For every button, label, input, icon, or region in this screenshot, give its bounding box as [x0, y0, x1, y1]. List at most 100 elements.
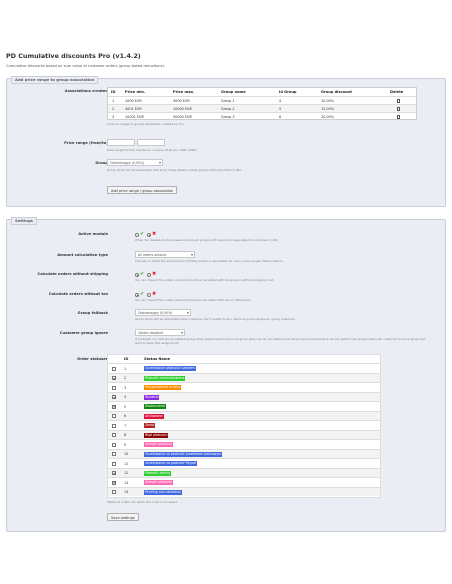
status-row: 4 Wysłane	[108, 391, 380, 401]
page-subtitle: Cumulative discounts based on sum value …	[6, 64, 166, 68]
col-status-name: Status Name	[144, 357, 171, 361]
status-checkbox[interactable]	[112, 461, 116, 466]
associations-table-header: ID Price min. Price max. Group name Id G…	[108, 88, 416, 96]
status-checkbox[interactable]	[112, 376, 116, 381]
table-row: 1 1000 EUR 4000 EUR Group 1 4 10,00%	[108, 96, 416, 104]
status-id: 9	[124, 442, 127, 447]
cross-icon: ✖	[152, 231, 157, 237]
associations-label: Associations created	[64, 89, 108, 93]
status-name-badge: Zwrot	[144, 423, 156, 428]
status-row: 10 Oczekiwanie na płatność przelewem bank…	[108, 448, 380, 458]
status-id: 13	[124, 480, 129, 485]
group-select[interactable]: Odsiedzajgry (0,00%)	[107, 159, 163, 166]
ignore-select[interactable]: Option disabled	[135, 329, 185, 336]
statuses-table-header: ID Status Name	[108, 355, 380, 363]
status-checkbox[interactable]	[112, 404, 116, 409]
status-name-badge: Zaległe płatności	[144, 480, 174, 485]
price-to-input[interactable]	[137, 139, 165, 146]
status-row: 6 Anulowane	[108, 410, 380, 420]
check-icon: ✔	[140, 271, 145, 277]
check-icon: ✔	[140, 231, 145, 237]
without-shipping-no-radio[interactable]	[147, 273, 151, 277]
fallback-select[interactable]: Odsiedzajgry (0,00%)	[135, 309, 191, 316]
status-name-badge: Błąd płatności	[144, 432, 169, 438]
status-row: 13 Zaległe płatności	[108, 477, 380, 487]
ignore-hint: If customer is in this group (default gr…	[135, 337, 426, 345]
ignore-label: Customer group ignore	[59, 331, 108, 335]
amount-type-label: Amount calculation type	[57, 253, 108, 257]
trash-icon[interactable]	[397, 106, 400, 111]
amount-type-hint: The way in which the amount sum of total…	[135, 259, 284, 263]
col-status-id: ID	[124, 357, 129, 361]
cross-icon: ✖	[152, 291, 157, 297]
col-id-group: Id Group	[279, 90, 297, 94]
save-settings-button[interactable]: Save settings	[107, 513, 139, 521]
status-id: 7	[124, 423, 127, 428]
trash-icon[interactable]	[397, 114, 400, 119]
page-title: PD Cumulative discounts Pro (v1.4.2)	[6, 52, 141, 60]
status-checkbox[interactable]	[112, 471, 116, 476]
status-checkbox[interactable]	[112, 433, 116, 437]
status-checkbox[interactable]	[112, 395, 116, 400]
active-module-no-radio[interactable]	[147, 233, 151, 237]
row-price-min: 1000 EUR	[125, 99, 142, 103]
status-checkbox[interactable]	[112, 423, 116, 428]
status-checkbox[interactable]	[112, 366, 116, 371]
statuses-hint: Status of orders, for which the order is…	[107, 500, 178, 504]
status-name-badge: Dostarczone	[144, 404, 166, 409]
status-name-badge: Oczekiwanie na płatność przelewem bankow…	[144, 451, 223, 457]
active-module-yes-radio[interactable]	[135, 233, 139, 237]
status-row: 12 Płatność zdalna	[108, 467, 380, 477]
col-delete: Delete	[390, 90, 404, 94]
without-shipping-label: Calculate orders without shipping	[37, 272, 108, 276]
status-id: 5	[124, 404, 127, 409]
status-id: 4	[124, 395, 127, 399]
status-checkbox[interactable]	[112, 490, 116, 494]
order-statuses-label: Order statuses	[77, 357, 108, 361]
col-price-max: Price max.	[173, 90, 195, 94]
status-id: 14	[124, 490, 129, 494]
status-checkbox[interactable]	[112, 442, 116, 447]
row-discount: 20,00%	[321, 115, 334, 119]
status-name-badge: Oczekiwanie płatności czekiem	[144, 366, 196, 371]
row-id: 1	[112, 99, 115, 103]
status-checkbox[interactable]	[112, 385, 116, 390]
price-range-hint: Price range from/to inserted in currency…	[107, 148, 197, 152]
settings-panel-legend: Settings	[11, 217, 37, 225]
add-range-button[interactable]: Add price range / group association	[107, 186, 178, 194]
status-checkbox[interactable]	[112, 480, 116, 485]
without-shipping-yes-radio[interactable]	[135, 273, 139, 277]
status-row: 11 Oczekiwanie na płatność Paypal	[108, 458, 380, 468]
row-group-name: Group 2	[221, 107, 235, 111]
status-id: 10	[124, 452, 129, 456]
status-name-badge: Płatność zdalna	[144, 470, 171, 476]
col-id: ID	[111, 90, 116, 94]
row-discount: 10,00%	[321, 99, 334, 103]
row-id: 2	[112, 107, 115, 111]
status-checkbox[interactable]	[112, 414, 116, 418]
without-tax-label: Calculate orders without tax	[48, 292, 108, 296]
status-name-badge: Anulowane	[144, 413, 164, 419]
status-id: 6	[124, 414, 127, 418]
status-row: 2 Płatność zaakceptowana	[108, 372, 380, 382]
group-hint: Group which will be associated with pric…	[107, 168, 242, 172]
status-name-badge: Zaległe płatności	[144, 442, 174, 447]
row-id-group: 5	[279, 107, 282, 111]
trash-icon[interactable]	[397, 98, 400, 103]
row-price-max: 4000 EUR	[173, 99, 190, 103]
row-id-group: 4	[279, 99, 282, 103]
associations-hint: All price ranges to groups association c…	[107, 122, 184, 126]
status-name-badge: Pending cod validation	[144, 489, 183, 495]
status-checkbox[interactable]	[112, 452, 116, 456]
without-tax-yes-radio[interactable]	[135, 293, 139, 297]
group-label: Group	[95, 161, 108, 165]
row-price-max: 50000 EUR	[173, 115, 192, 119]
status-id: 1	[124, 366, 127, 371]
status-row: 8 Błąd płatności	[108, 429, 380, 439]
amount-type-select[interactable]: All orders amount	[135, 251, 195, 258]
status-name-badge: Przygotowanie w toku	[144, 385, 181, 390]
associations-table: ID Price min. Price max. Group name Id G…	[107, 87, 417, 120]
status-id: 12	[124, 471, 129, 475]
without-tax-no-radio[interactable]	[147, 293, 151, 297]
price-from-input[interactable]	[107, 139, 135, 146]
